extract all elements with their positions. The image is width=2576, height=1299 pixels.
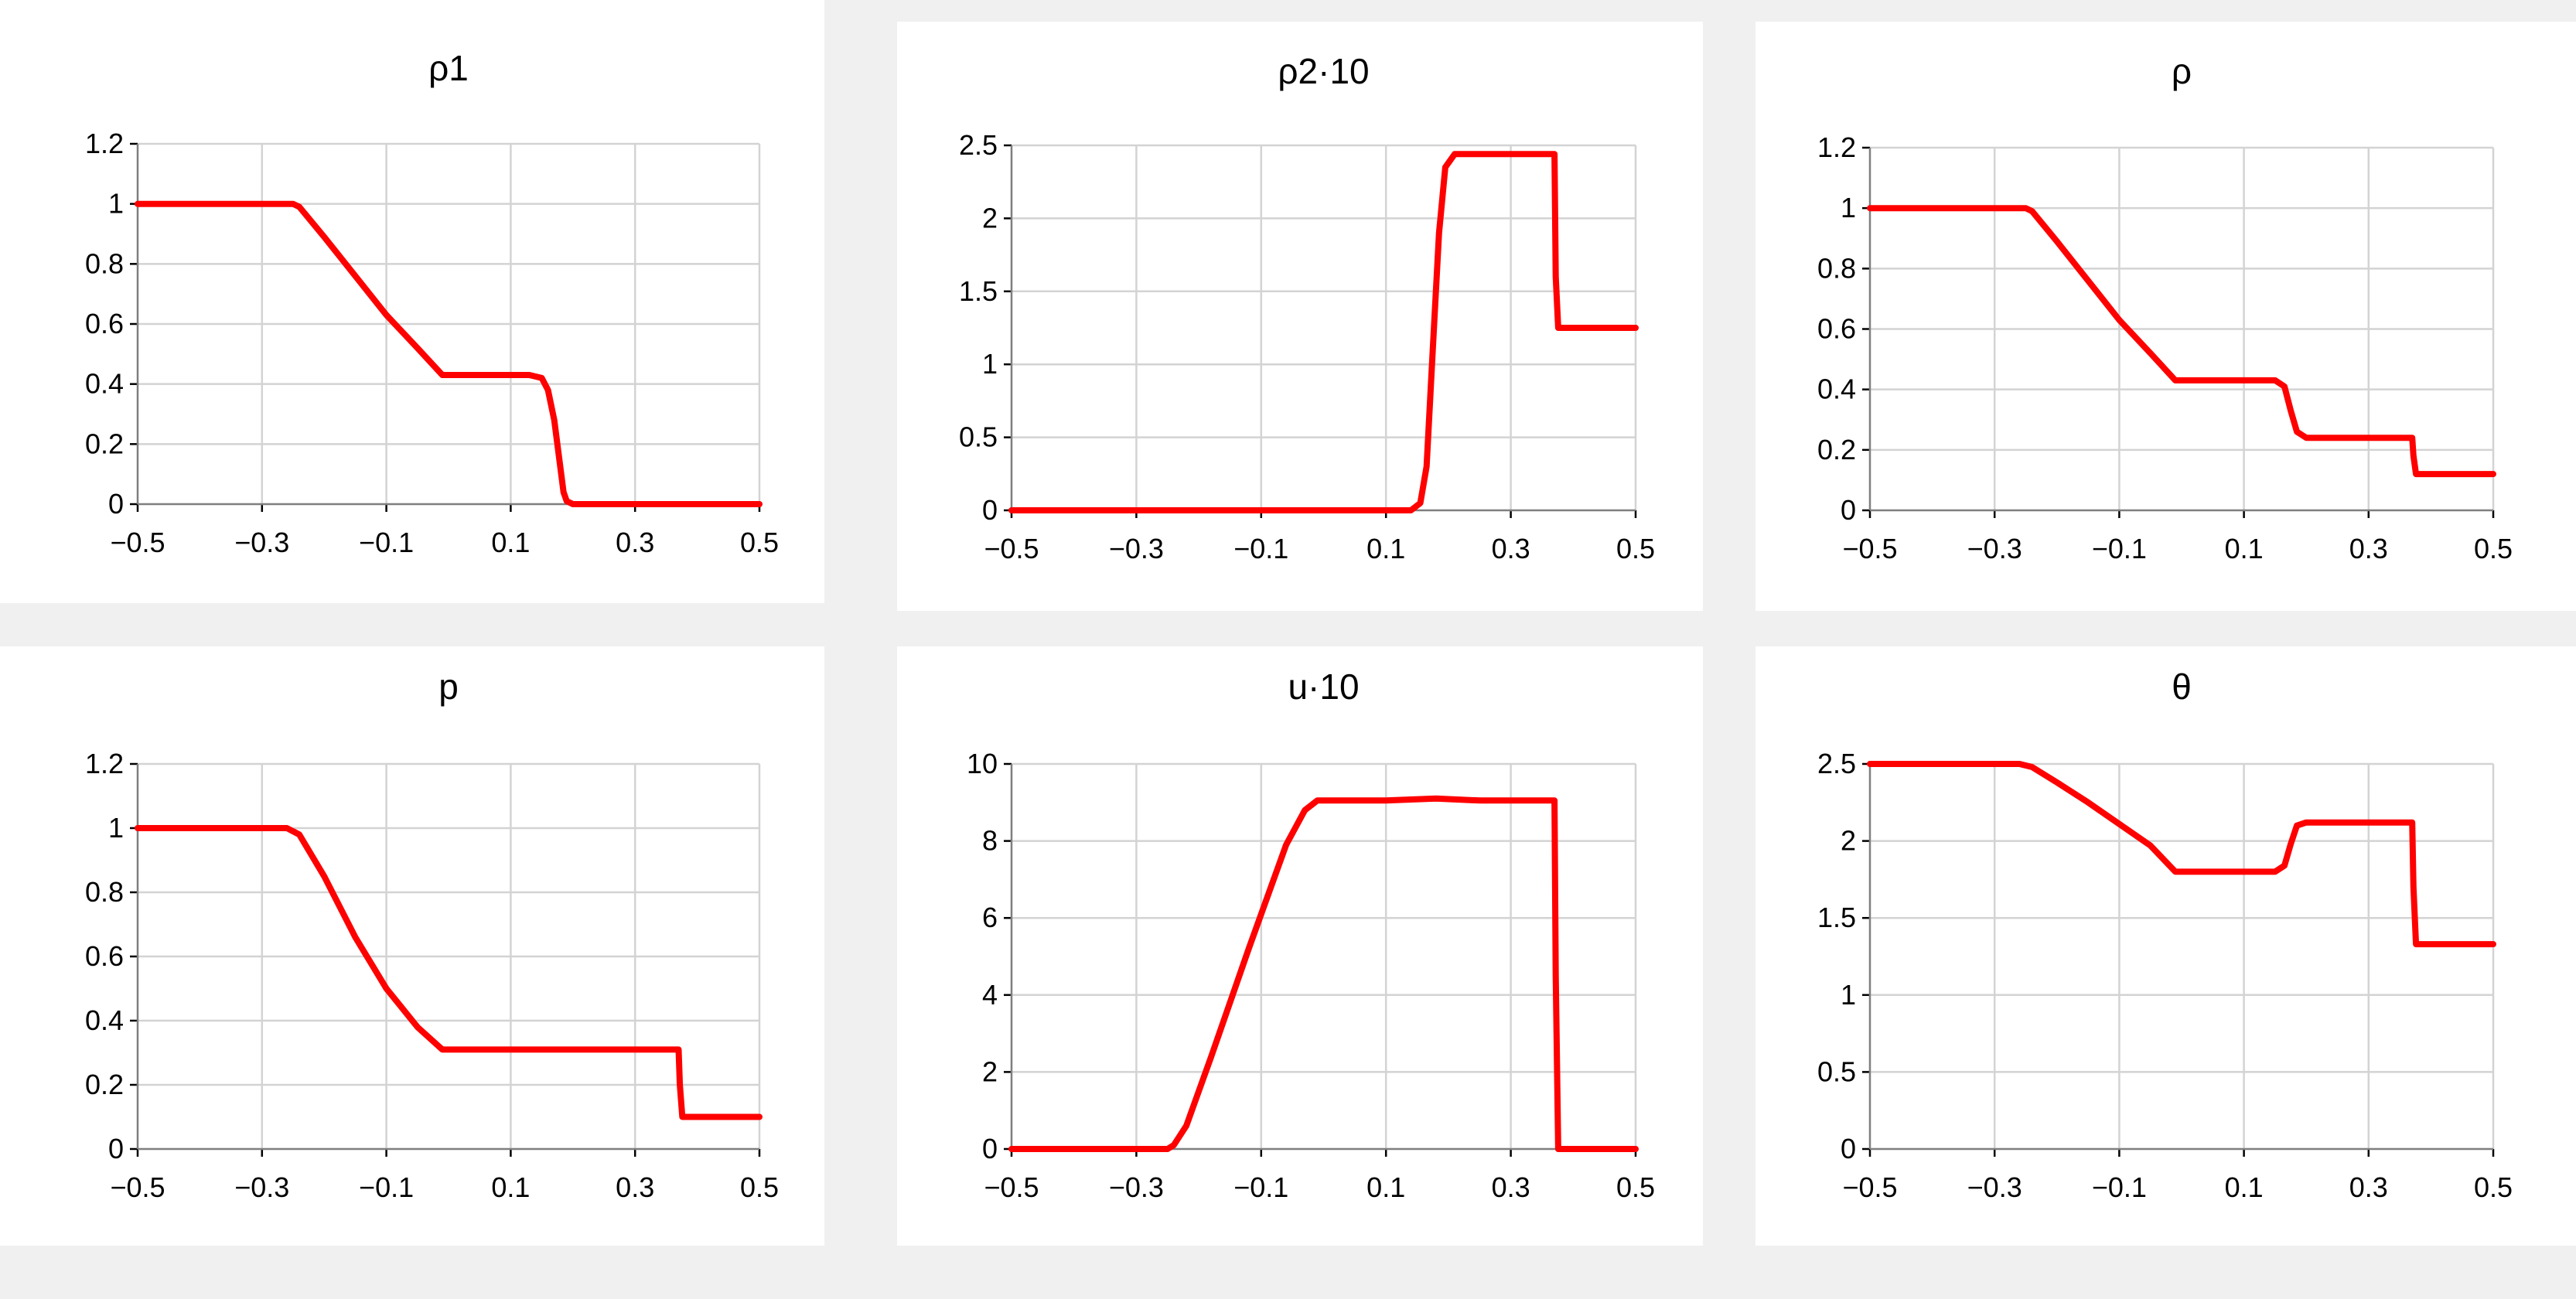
x-tick-label: 0.5 bbox=[2474, 533, 2513, 564]
y-tick-label: 2.5 bbox=[1817, 748, 1856, 779]
chart-title: u·10 bbox=[1288, 667, 1359, 707]
y-tick-label: 1 bbox=[108, 188, 124, 220]
y-tick-label: 0.2 bbox=[85, 1069, 124, 1100]
x-tick-label: 0.3 bbox=[2349, 1171, 2388, 1203]
x-tick-label: 0.1 bbox=[491, 527, 530, 558]
chart-panel-rho1: ρ1 −0.5 −0.3 −0.1 0.1 0.3 0.5 0 0.2 0.4 0.6 0.8 1 1.2 bbox=[0, 0, 824, 603]
y-tick-label: 0.4 bbox=[85, 1004, 124, 1036]
y-tick-label: 2 bbox=[982, 1055, 998, 1087]
x-tick-label: −0.3 bbox=[234, 1171, 289, 1203]
y-tick-label: 6 bbox=[982, 902, 998, 933]
x-tick-label: −0.5 bbox=[984, 533, 1039, 564]
x-tick-label: −0.1 bbox=[359, 1171, 414, 1203]
x-tick-label: −0.5 bbox=[984, 1171, 1039, 1203]
y-tick-label: 0.6 bbox=[85, 308, 124, 339]
y-tick-label: 0.5 bbox=[1817, 1055, 1856, 1087]
y-tick-label: 0.2 bbox=[1817, 434, 1856, 465]
y-tick-label: 0.8 bbox=[85, 247, 124, 279]
y-tick-label: 0.5 bbox=[959, 421, 998, 453]
x-tick-label: 0.3 bbox=[616, 527, 654, 558]
chart-svg: ρ1 −0.5 −0.3 −0.1 0.1 0.3 0.5 0 0.2 0.4 0.6 0.8 1 1.2 bbox=[85, 48, 779, 558]
x-tick-label: 0.1 bbox=[1366, 1171, 1405, 1203]
y-tick-label: 0 bbox=[1841, 1133, 1856, 1164]
y-tick-label: 1 bbox=[1841, 979, 1856, 1011]
x-tick-label: 0.1 bbox=[1366, 533, 1405, 564]
x-tick-label: 0.5 bbox=[2474, 1171, 2513, 1203]
x-tick-label: −0.5 bbox=[1842, 533, 1897, 564]
x-tick-label: −0.3 bbox=[234, 527, 289, 558]
series-line bbox=[135, 825, 763, 1120]
x-tick-label: 0.1 bbox=[2225, 533, 2264, 564]
chart-svg: u·10 −0.5 −0.3 −0.1 0.1 0.3 0.5 0 2 4 6 8 10 bbox=[967, 667, 1655, 1203]
chart-panel-rho2: ρ2·10 −0.5 −0.3 −0.1 0.1 0.3 0.5 0 0.5 1 1.5 2 2.5 bbox=[897, 22, 1703, 611]
y-tick-label: 0.2 bbox=[85, 428, 124, 459]
x-tick-label: −0.1 bbox=[1233, 533, 1288, 564]
chart-panel-pressure: p −0.5 −0.3 −0.1 0.1 0.3 0.5 0 0.2 0.4 0.6 0.8 1 1.2 bbox=[0, 646, 824, 1246]
chart-title: p bbox=[438, 667, 459, 707]
series-line bbox=[1867, 205, 2496, 478]
x-tick-label: 0.3 bbox=[1492, 1171, 1530, 1203]
chart-title: ρ1 bbox=[428, 48, 469, 88]
y-tick-label: 1.2 bbox=[85, 128, 124, 159]
y-tick-label: 1.5 bbox=[1817, 902, 1856, 933]
x-tick-label: 0.3 bbox=[616, 1171, 654, 1203]
series-line bbox=[1008, 795, 1639, 1152]
y-tick-label: 0 bbox=[1841, 494, 1856, 526]
y-tick-label: 0 bbox=[108, 1133, 124, 1164]
y-tick-label: 0 bbox=[108, 488, 124, 520]
x-tick-label: −0.1 bbox=[2092, 1171, 2147, 1203]
x-tick-label: −0.3 bbox=[1967, 533, 2022, 564]
chart-panel-theta: θ −0.5 −0.3 −0.1 0.1 0.3 0.5 0 0.5 1 1.5 2 2.5 bbox=[1755, 646, 2576, 1246]
y-tick-label: 1.5 bbox=[959, 275, 998, 307]
y-tick-label: 0.4 bbox=[85, 368, 124, 400]
x-tick-label: 0.5 bbox=[740, 527, 779, 558]
y-tick-label: 0 bbox=[982, 1133, 998, 1164]
y-tick-label: 1 bbox=[1841, 192, 1856, 223]
y-tick-label: 2 bbox=[1841, 825, 1856, 857]
chart-title: ρ bbox=[2172, 51, 2192, 91]
y-tick-label: 0.8 bbox=[85, 876, 124, 908]
y-tick-label: 8 bbox=[982, 825, 998, 857]
y-tick-label: 0 bbox=[982, 494, 998, 526]
x-tick-label: −0.1 bbox=[2092, 533, 2147, 564]
x-tick-label: −0.5 bbox=[110, 1171, 165, 1203]
y-tick-label: 2.5 bbox=[959, 129, 998, 161]
y-tick-label: 1.2 bbox=[1817, 131, 1856, 163]
chart-title: ρ2·10 bbox=[1278, 51, 1369, 91]
x-tick-label: 0.1 bbox=[491, 1171, 530, 1203]
series-line bbox=[1008, 151, 1639, 513]
y-tick-label: 0.6 bbox=[85, 940, 124, 972]
x-tick-label: −0.3 bbox=[1109, 1171, 1164, 1203]
x-tick-label: 0.5 bbox=[1616, 1171, 1655, 1203]
x-tick-label: −0.1 bbox=[1233, 1171, 1288, 1203]
x-tick-label: 0.1 bbox=[2225, 1171, 2264, 1203]
series-line bbox=[135, 200, 763, 507]
y-tick-label: 1 bbox=[108, 812, 124, 844]
series-line bbox=[1867, 761, 2496, 948]
x-tick-label: 0.3 bbox=[2349, 533, 2388, 564]
x-tick-label: 0.5 bbox=[1616, 533, 1655, 564]
chart-svg: ρ −0.5 −0.3 −0.1 0.1 0.3 0.5 0 0.2 0.4 0.6 0.8 1 1.2 bbox=[1817, 51, 2513, 564]
x-tick-label: −0.5 bbox=[110, 527, 165, 558]
y-tick-label: 0.8 bbox=[1817, 252, 1856, 284]
x-tick-label: −0.3 bbox=[1967, 1171, 2022, 1203]
y-tick-label: 2 bbox=[982, 202, 998, 234]
chart-svg: p −0.5 −0.3 −0.1 0.1 0.3 0.5 0 0.2 0.4 0.6 0.8 1 1.2 bbox=[85, 667, 779, 1203]
x-tick-label: 0.3 bbox=[1492, 533, 1530, 564]
x-tick-label: 0.5 bbox=[740, 1171, 779, 1203]
y-tick-label: 4 bbox=[982, 979, 998, 1011]
y-tick-label: 0.4 bbox=[1817, 373, 1856, 405]
x-tick-label: −0.5 bbox=[1842, 1171, 1897, 1203]
y-tick-label: 1.2 bbox=[85, 748, 124, 779]
y-tick-label: 10 bbox=[967, 748, 998, 779]
chart-panel-rho: ρ −0.5 −0.3 −0.1 0.1 0.3 0.5 0 0.2 0.4 0.6 0.8 1 1.2 bbox=[1755, 22, 2576, 611]
chart-title: θ bbox=[2172, 667, 2192, 707]
chart-svg: ρ2·10 −0.5 −0.3 −0.1 0.1 0.3 0.5 0 0.5 1 1.5 2 2.5 bbox=[959, 51, 1655, 564]
x-tick-label: −0.3 bbox=[1109, 533, 1164, 564]
x-tick-label: −0.1 bbox=[359, 527, 414, 558]
chart-svg: θ −0.5 −0.3 −0.1 0.1 0.3 0.5 0 0.5 1 1.5 2 2.5 bbox=[1817, 667, 2513, 1203]
y-tick-label: 0.6 bbox=[1817, 313, 1856, 345]
chart-panel-velocity: u·10 −0.5 −0.3 −0.1 0.1 0.3 0.5 0 2 4 6 8 10 bbox=[897, 646, 1703, 1246]
y-tick-label: 1 bbox=[982, 348, 998, 380]
